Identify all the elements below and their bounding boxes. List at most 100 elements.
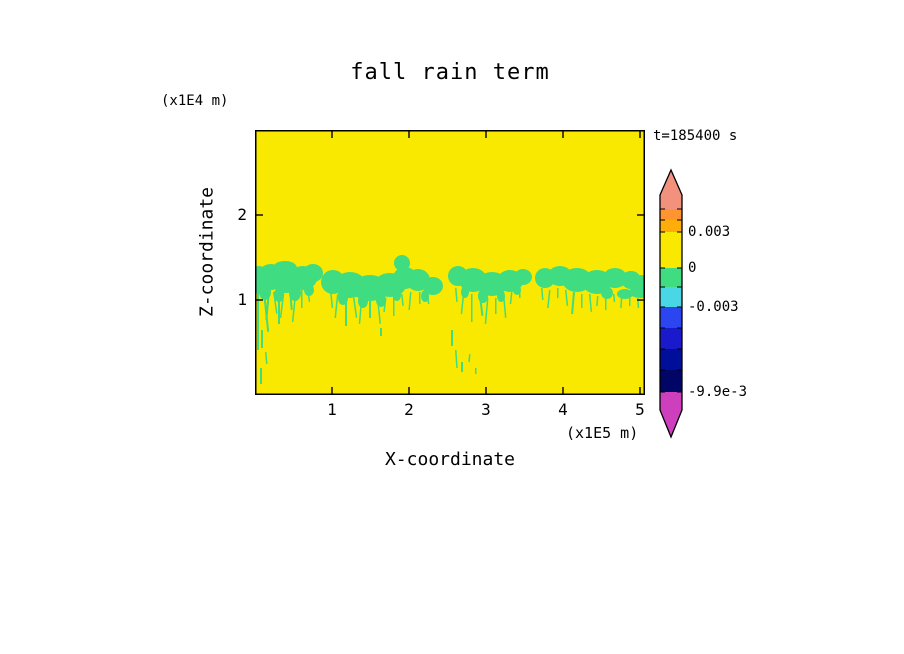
field-fall-streak xyxy=(289,289,293,310)
field-fall-streak xyxy=(455,349,458,368)
field-fall-streak xyxy=(383,298,387,313)
field-negative-blob xyxy=(393,289,401,301)
colorbar-segment xyxy=(660,392,682,410)
colorbar xyxy=(659,168,683,439)
y-axis-unit-label: (x1E4 m) xyxy=(161,93,229,109)
field-fall-streak xyxy=(454,287,458,302)
field-fall-streak xyxy=(589,293,593,312)
field-fall-streak xyxy=(620,296,623,309)
field-fall-streak xyxy=(369,300,371,318)
x-tick-label: 2 xyxy=(404,400,414,419)
field-fall-streak xyxy=(484,298,489,325)
field-fall-streak xyxy=(460,292,465,315)
field-fall-streak xyxy=(503,295,507,318)
x-tick-label: 4 xyxy=(558,400,568,419)
field-fall-streak xyxy=(471,294,473,322)
field-fall-streak xyxy=(334,293,339,319)
field-fall-streak xyxy=(547,290,551,309)
field-fall-streak xyxy=(519,288,521,298)
colorbar-segment xyxy=(660,209,682,220)
field-fall-streak xyxy=(478,295,484,316)
field-fall-streak xyxy=(353,297,358,318)
field-negative-blob xyxy=(394,255,410,271)
field-fall-streak xyxy=(427,293,430,304)
field-fall-streak xyxy=(278,290,280,324)
colorbar-bottom-arrow xyxy=(660,410,682,437)
field-fall-streak xyxy=(301,290,303,308)
field-fall-streak xyxy=(291,292,297,322)
x-axis-title: X-coordinate xyxy=(384,449,516,470)
plot-border xyxy=(255,130,645,395)
x-tick-label: 1 xyxy=(327,400,337,419)
field-fall-streak xyxy=(419,292,421,304)
x-tick-label: 5 xyxy=(635,400,645,419)
contour-plot-area xyxy=(255,130,645,395)
colorbar-segment xyxy=(660,268,682,287)
field-negative-blob xyxy=(601,287,613,299)
field-fall-streak xyxy=(509,292,513,305)
field-negative-blob xyxy=(461,286,469,298)
colorbar-top-arrow xyxy=(660,170,682,195)
colorbar-segment xyxy=(660,349,682,370)
field-fall-streak xyxy=(557,288,559,298)
field-negative-blob xyxy=(273,261,297,275)
field-fall-streak xyxy=(565,289,569,306)
y-tick-label: 1 xyxy=(237,290,247,309)
field-fall-streak xyxy=(408,292,412,311)
colorbar-outline xyxy=(659,168,683,439)
field-negative-blob xyxy=(629,286,645,298)
colorbar-tick-label: -0.003 xyxy=(688,299,739,315)
x-axis-unit-label: (x1E5 m) xyxy=(566,424,639,442)
colorbar-tick-label: 0.003 xyxy=(688,224,731,240)
colorbar-segment xyxy=(660,220,682,232)
colorbar-segment xyxy=(660,232,682,268)
field-fall-streak xyxy=(345,296,347,326)
field-fall-streak xyxy=(605,296,607,310)
field-fall-streak xyxy=(461,362,463,372)
field-fall-streak xyxy=(596,296,599,307)
field-fall-streak xyxy=(279,292,285,318)
field-fall-streak xyxy=(451,330,453,346)
field-negative-blob xyxy=(497,290,505,302)
field-fall-streak xyxy=(613,293,616,302)
field-fall-streak xyxy=(307,287,311,302)
field-fall-streak xyxy=(265,290,270,321)
colorbar-segment xyxy=(660,328,682,349)
field-fall-streak xyxy=(401,293,404,306)
field-fall-streak xyxy=(393,296,395,316)
colorbar-segment xyxy=(660,307,682,328)
field-fall-streak xyxy=(495,298,497,314)
field-fall-streak xyxy=(475,368,477,374)
field-negative-blob xyxy=(421,290,429,302)
time-label: t=185400 s xyxy=(653,128,738,144)
field-fall-streak xyxy=(571,291,575,315)
field-fall-streak xyxy=(263,291,270,332)
field-fall-streak xyxy=(260,368,262,384)
colorbar-tick-label: -9.9e-3 xyxy=(688,384,748,400)
field-fall-streak xyxy=(273,291,278,314)
field-positive-background xyxy=(255,130,645,395)
field-fall-streak xyxy=(358,298,363,325)
field-fall-streak xyxy=(377,299,382,324)
colorbar-segment xyxy=(660,287,682,307)
colorbar-tick-label: 0 xyxy=(688,260,697,276)
field-fall-streak xyxy=(380,328,382,336)
field-negative-blob xyxy=(603,268,627,288)
field-negative-blob xyxy=(303,264,323,282)
y-tick-label: 2 xyxy=(237,205,247,224)
field-fall-streak xyxy=(265,351,268,364)
field-fall-streak xyxy=(257,290,259,350)
chart-title: fall rain term xyxy=(350,60,550,85)
field-fall-streak xyxy=(468,354,471,363)
field-negative-blob xyxy=(358,294,368,308)
field-negative-blob xyxy=(514,269,532,285)
y-axis-title: Z-coordinate xyxy=(196,186,218,318)
field-fall-streak xyxy=(330,291,334,308)
x-tick-label: 3 xyxy=(481,400,491,419)
field-negative-blob xyxy=(423,277,443,295)
colorbar-segment xyxy=(660,370,682,392)
field-fall-streak xyxy=(629,298,631,306)
field-fall-streak xyxy=(541,287,544,300)
field-negative-blob xyxy=(304,284,314,296)
